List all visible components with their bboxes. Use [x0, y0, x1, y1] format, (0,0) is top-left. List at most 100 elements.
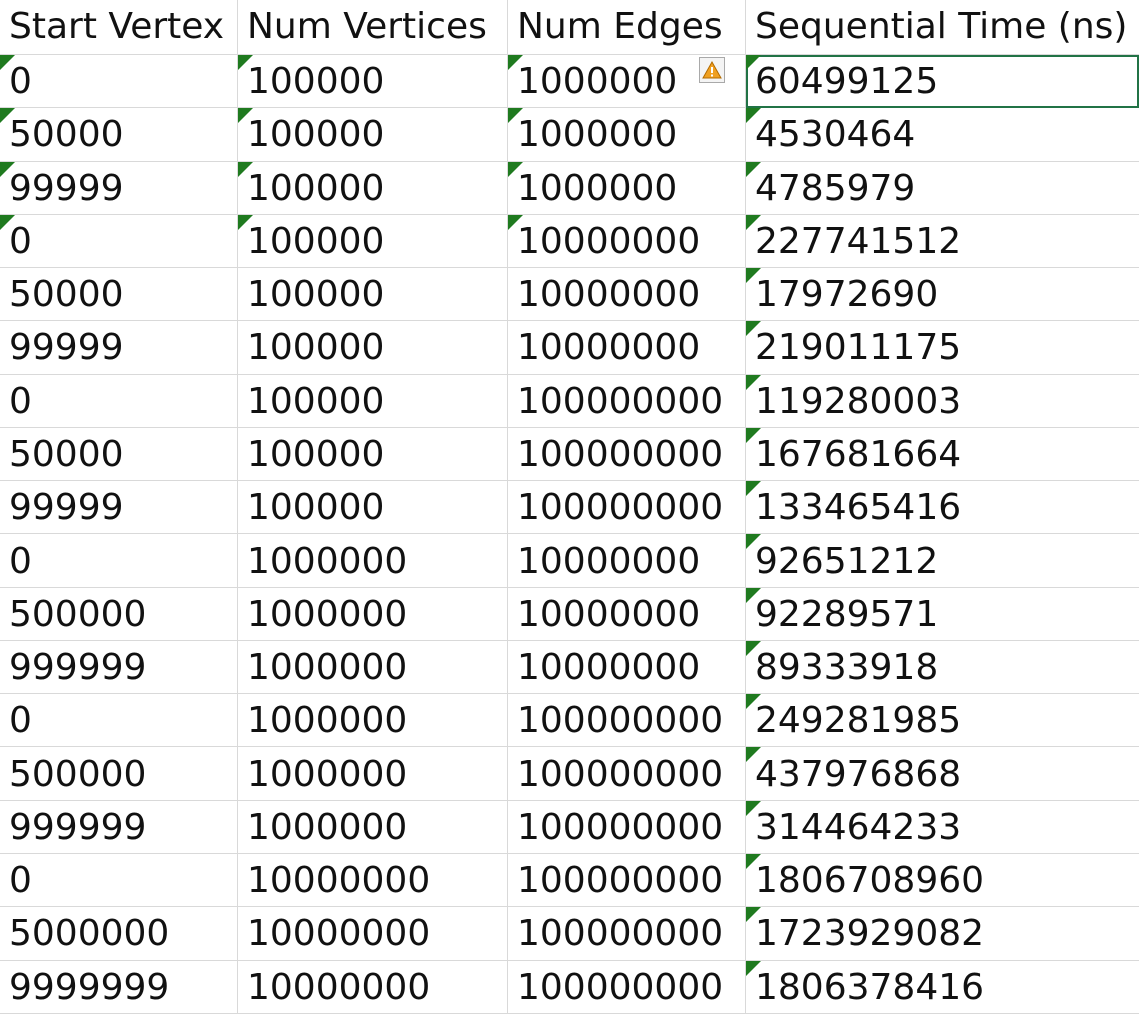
table-cell[interactable]: 99999	[0, 161, 238, 215]
table-cell[interactable]: 100000	[238, 374, 508, 428]
table-cell[interactable]: 100000	[238, 214, 508, 269]
text-number-flag	[746, 214, 761, 230]
table-cell[interactable]: 92651212	[746, 534, 1139, 588]
table-cell[interactable]: 100000	[238, 481, 508, 535]
table-cell[interactable]: 119280003	[746, 374, 1139, 428]
table-cell[interactable]: 100000000	[508, 800, 746, 854]
table-cell[interactable]: 100000	[238, 268, 508, 322]
table-cell[interactable]: 100000000	[508, 427, 746, 482]
table-cell[interactable]: 1723929082	[746, 907, 1139, 961]
table-cell[interactable]: 100000000	[508, 747, 746, 801]
table-cell[interactable]: 249281985	[746, 694, 1139, 748]
table-cell[interactable]: 100000000	[508, 481, 746, 535]
cell-value: 1806708960	[755, 860, 985, 902]
cell-value: 4785979	[755, 167, 916, 209]
table-cell[interactable]: 0	[0, 55, 238, 109]
text-number-flag	[0, 161, 15, 177]
table-cell[interactable]: 100000	[238, 108, 508, 162]
header-num-edges[interactable]: Num Edges	[508, 0, 746, 55]
warning-icon[interactable]	[699, 57, 725, 83]
table-cell[interactable]: 100000	[238, 161, 508, 215]
table-cell[interactable]: 9999999	[0, 960, 238, 1014]
cell-value: 133465416	[755, 487, 962, 529]
table-cell[interactable]: 92289571	[746, 587, 1139, 641]
table-cell[interactable]: 100000000	[508, 853, 746, 908]
table-cell[interactable]: 1000000	[238, 640, 508, 695]
table-cell[interactable]: 100000	[238, 321, 508, 375]
table-cell[interactable]: 100000000	[508, 907, 746, 961]
header-start-vertex[interactable]: Start Vertex	[0, 0, 238, 55]
table-cell[interactable]: 0	[0, 694, 238, 748]
table-cell[interactable]: 133465416	[746, 481, 1139, 535]
table-cell[interactable]: 500000	[0, 747, 238, 801]
table-cell[interactable]: 1000000	[238, 800, 508, 854]
table-cell[interactable]: 50000	[0, 427, 238, 482]
table-cell[interactable]: 10000000	[238, 853, 508, 908]
text-number-flag	[508, 108, 523, 124]
header-sequential-time[interactable]: Sequential Time (ns)	[746, 0, 1139, 55]
cell-value: 100000000	[517, 913, 724, 955]
table-cell[interactable]: 50000	[0, 108, 238, 162]
table-cell[interactable]: 99999	[0, 481, 238, 535]
table-cell[interactable]: 999999	[0, 640, 238, 695]
table-cell[interactable]: 100000000	[508, 694, 746, 748]
table-cell[interactable]: 0	[0, 534, 238, 588]
table-cell[interactable]: 100000	[238, 427, 508, 482]
table-cell[interactable]: 5000000	[0, 907, 238, 961]
table-cell[interactable]: 89333918	[746, 640, 1139, 695]
cell-value: 100000	[247, 487, 385, 529]
table-cell[interactable]: 227741512	[746, 214, 1139, 269]
table-cell[interactable]: 167681664	[746, 427, 1139, 482]
cell-value: 100000	[247, 61, 385, 103]
cell-value: 227741512	[755, 220, 962, 262]
table-cell[interactable]: 0	[0, 853, 238, 908]
table-cell[interactable]: 500000	[0, 587, 238, 641]
table-cell[interactable]: 1806378416	[746, 960, 1139, 1014]
table-cell[interactable]: 100000000	[508, 374, 746, 428]
cell-value: 1000000	[247, 593, 408, 635]
cell-value: 100000000	[517, 860, 724, 902]
table-cell[interactable]: 1000000	[238, 747, 508, 801]
table-cell[interactable]: 4530464	[746, 108, 1139, 162]
table-cell[interactable]: 437976868	[746, 747, 1139, 801]
text-number-flag	[746, 161, 761, 177]
cell-value: 92289571	[755, 593, 939, 635]
table-cell[interactable]: 1000000	[508, 108, 746, 162]
cell-value: 314464233	[755, 806, 962, 848]
cell-value: 500000	[9, 593, 147, 635]
table-cell[interactable]: 10000000	[508, 268, 746, 322]
table-cell[interactable]: 1000000	[508, 161, 746, 215]
cell-value: 100000000	[517, 806, 724, 848]
table-cell[interactable]: 10000000	[238, 907, 508, 961]
text-number-flag	[746, 587, 761, 603]
table-cell[interactable]: 1000000	[238, 694, 508, 748]
table-cell[interactable]: 999999	[0, 800, 238, 854]
table-cell[interactable]: 1000000	[238, 587, 508, 641]
table-cell[interactable]: 60499125	[746, 55, 1139, 109]
table-cell[interactable]: 10000000	[508, 534, 746, 588]
cell-value: 437976868	[755, 753, 962, 795]
table-cell[interactable]: 4785979	[746, 161, 1139, 215]
header-num-vertices[interactable]: Num Vertices	[238, 0, 508, 55]
table-cell[interactable]: 1806708960	[746, 853, 1139, 908]
table-cell[interactable]: 219011175	[746, 321, 1139, 375]
table-cell[interactable]: 314464233	[746, 800, 1139, 854]
cell-value: 17972690	[755, 274, 939, 316]
cell-value: 10000000	[517, 220, 701, 262]
table-cell[interactable]: 100000000	[508, 960, 746, 1014]
cell-value: 99999	[9, 327, 124, 369]
table-cell[interactable]: 10000000	[508, 321, 746, 375]
table-cell[interactable]: 17972690	[746, 268, 1139, 322]
table-cell[interactable]: 1000000	[508, 55, 746, 109]
cell-value: 100000000	[517, 753, 724, 795]
table-cell[interactable]: 1000000	[238, 534, 508, 588]
table-cell[interactable]: 10000000	[508, 640, 746, 695]
table-cell[interactable]: 99999	[0, 321, 238, 375]
table-cell[interactable]: 0	[0, 214, 238, 269]
table-cell[interactable]: 0	[0, 374, 238, 428]
table-cell[interactable]: 50000	[0, 268, 238, 322]
table-cell[interactable]: 100000	[238, 55, 508, 109]
table-cell[interactable]: 10000000	[508, 587, 746, 641]
table-cell[interactable]: 10000000	[238, 960, 508, 1014]
table-cell[interactable]: 10000000	[508, 214, 746, 269]
